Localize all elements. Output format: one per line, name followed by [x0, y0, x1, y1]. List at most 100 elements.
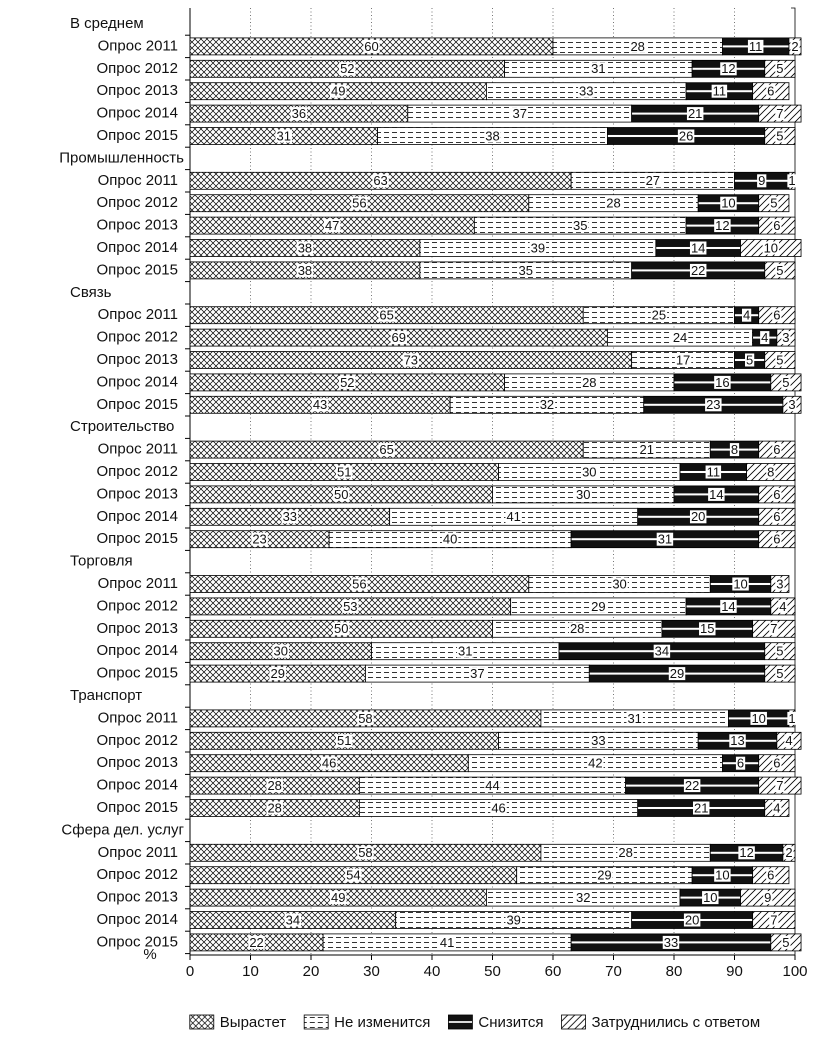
y-tick-label: Опрос 2013	[96, 889, 178, 906]
value-label: 35	[573, 218, 587, 233]
label-background	[781, 935, 791, 949]
value-label: 28	[606, 196, 620, 211]
label-background	[775, 129, 785, 143]
label-background	[766, 868, 776, 882]
value-label: 31	[277, 128, 291, 143]
y-tick-label: Опрос 2013	[96, 754, 178, 771]
value-label: 14	[709, 487, 723, 502]
label-background	[357, 846, 374, 860]
label-background	[787, 711, 797, 725]
y-tick-label: Опрос 2014	[96, 777, 178, 794]
value-label: 23	[252, 532, 266, 547]
label-background	[702, 891, 719, 905]
label-background	[351, 196, 368, 210]
label-background	[775, 107, 785, 121]
label-background	[272, 644, 289, 658]
label-background	[329, 84, 347, 98]
value-label: 21	[640, 442, 654, 457]
label-background	[781, 331, 791, 345]
label-background	[505, 510, 522, 524]
value-label: 60	[364, 39, 378, 54]
label-background	[438, 935, 456, 949]
value-label: 5	[776, 263, 783, 278]
value-label: 31	[658, 532, 672, 547]
value-label: 6	[773, 442, 780, 457]
label-background	[705, 465, 722, 479]
x-tick-label: 60	[545, 963, 562, 980]
label-background	[351, 577, 368, 591]
label-background	[772, 801, 782, 815]
label-background	[747, 39, 764, 53]
value-label: 29	[591, 599, 605, 614]
label-background	[757, 174, 767, 188]
label-background	[529, 241, 547, 255]
legend-label: Затруднились с ответом	[592, 1014, 761, 1031]
label-background	[692, 801, 710, 815]
value-label: 7	[776, 106, 783, 121]
label-background	[677, 129, 695, 143]
y-tick-label: Опрос 2011	[98, 575, 178, 592]
value-label: 5	[776, 666, 783, 681]
label-background	[750, 711, 767, 725]
value-label: 10	[721, 196, 735, 211]
value-label: 12	[739, 845, 753, 860]
label-background	[766, 84, 776, 98]
y-tick-label: Опрос 2014	[96, 508, 178, 525]
value-label: 46	[491, 800, 505, 815]
value-label: 37	[512, 106, 526, 121]
y-tick-label: Опрос 2012	[96, 194, 178, 211]
group-label: Связь	[70, 284, 112, 301]
label-background	[578, 84, 595, 98]
value-label: 54	[346, 868, 360, 883]
label-background	[251, 532, 268, 546]
value-label: 29	[270, 666, 284, 681]
y-tick-label: Опрос 2012	[96, 732, 178, 749]
y-tick-label: Опрос 2014	[96, 642, 178, 659]
label-background	[668, 667, 686, 681]
value-label: 35	[519, 263, 533, 278]
value-label: 16	[715, 375, 729, 390]
y-tick-label: Опрос 2012	[96, 866, 178, 883]
label-background	[484, 779, 501, 793]
label-background	[511, 107, 528, 121]
value-label: 3	[782, 330, 789, 345]
label-background	[729, 443, 740, 457]
label-background	[741, 308, 752, 322]
x-tick-label: 20	[303, 963, 320, 980]
value-label: 10	[764, 240, 778, 255]
value-label: 49	[331, 890, 345, 905]
label-background	[775, 779, 785, 793]
y-tick-label: Опрос 2015	[96, 127, 178, 144]
y-tick-label: Опрос 2011	[98, 709, 178, 726]
legend: Вырастет Не изменится Снизится Затруднились…	[189, 1014, 761, 1031]
value-label: 28	[630, 39, 644, 54]
label-background	[611, 577, 628, 591]
label-background	[689, 510, 707, 524]
label-background	[490, 801, 507, 815]
label-background	[775, 577, 785, 591]
x-tick-label: 70	[605, 963, 622, 980]
value-label: 38	[298, 263, 312, 278]
label-background	[708, 487, 725, 501]
label-background	[772, 443, 782, 457]
value-label: 33	[591, 733, 605, 748]
group-label: Торговля	[70, 553, 133, 570]
label-background	[290, 107, 308, 121]
group-label: Промышленность	[59, 149, 184, 166]
value-label: 4	[761, 330, 768, 345]
label-background	[769, 913, 779, 927]
value-label: 1	[788, 711, 795, 726]
value-label: 5	[770, 196, 777, 211]
y-tick-label: Опрос 2015	[96, 530, 178, 547]
value-label: 24	[673, 330, 687, 345]
group-label: Строительство	[70, 418, 174, 435]
label-background	[775, 353, 785, 367]
label-background	[484, 129, 501, 143]
value-label: 22	[249, 935, 263, 950]
value-label: 65	[379, 308, 393, 323]
value-label: 28	[618, 845, 632, 860]
x-tick-label: 100	[782, 963, 807, 980]
label-background	[296, 263, 314, 277]
label-background	[372, 174, 389, 188]
value-label: 8	[767, 464, 774, 479]
